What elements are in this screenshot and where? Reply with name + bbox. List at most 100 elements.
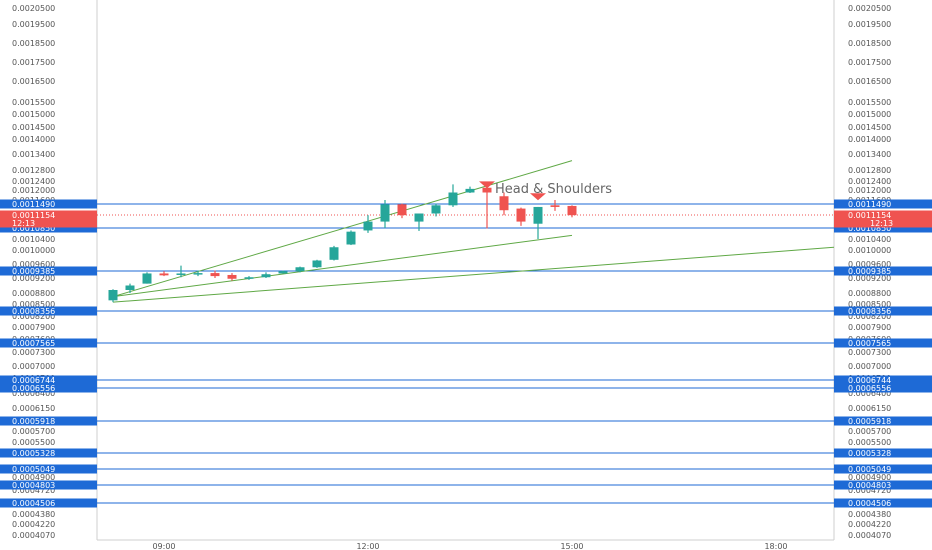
candle	[363, 215, 373, 233]
candle	[227, 273, 237, 281]
price-level-badge-left	[0, 448, 97, 458]
price-level-badge-right	[834, 498, 932, 508]
left-tick-label: 0.0014500	[12, 123, 55, 132]
candle-body	[431, 205, 441, 214]
price-level-badge-right	[834, 448, 932, 458]
candle-body	[397, 204, 407, 216]
candle	[108, 289, 118, 303]
price-level-badge-left	[0, 464, 97, 474]
price-level-label-right: 0.0006556	[848, 384, 891, 393]
left-tick-label: 0.0015500	[12, 98, 55, 107]
left-tick-label: 0.0004070	[12, 531, 55, 540]
price-level-badge-left	[0, 266, 97, 276]
candle	[159, 271, 169, 277]
right-tick-label: 0.0010000	[848, 246, 891, 255]
candle	[346, 230, 356, 246]
right-tick-label: 0.0006400	[848, 389, 891, 398]
candle	[380, 200, 390, 228]
right-tick-label: 0.0007300	[848, 348, 891, 357]
last-price-label-left: 0.0011154	[12, 211, 55, 220]
last-price-label-right: 0.0011154	[848, 211, 891, 220]
last-price-badge-left	[0, 210, 97, 228]
left-tick-label: 0.0010000	[12, 246, 55, 255]
price-level-badge-right	[834, 223, 932, 233]
candle-body	[550, 205, 560, 207]
candle-body	[312, 260, 322, 268]
candle-body	[227, 274, 237, 279]
left-tick-label: 0.0006400	[12, 389, 55, 398]
grid-layer	[96, 0, 835, 541]
right-tick-label: 0.0009200	[848, 274, 891, 283]
price-level-label-right: 0.0011490	[848, 200, 891, 209]
left-tick-label: 0.0009200	[12, 274, 55, 283]
price-level-label-left: 0.0004506	[12, 499, 55, 508]
candle-body	[142, 273, 152, 284]
head-and-shoulders-annotation: Head & Shoulders	[495, 182, 612, 197]
candle-body	[261, 274, 271, 278]
price-level-label-left: 0.0011490	[12, 200, 55, 209]
right-tick-label: 0.0005700	[848, 427, 891, 436]
right-tick-label: 0.0019500	[848, 20, 891, 29]
right-tick-label: 0.0013400	[848, 150, 891, 159]
candle-body	[533, 206, 543, 224]
trendline	[112, 160, 573, 298]
price-level-badge-right	[834, 375, 932, 385]
left-tick-label: 0.0004220	[12, 520, 55, 529]
candle-body	[108, 290, 118, 301]
right-tick-label: 0.0017500	[848, 58, 891, 67]
left-tick-label: 0.0014000	[12, 135, 55, 144]
right-tick-label: 0.0004070	[848, 531, 891, 540]
countdown-label-right: 12:13	[870, 219, 893, 228]
price-level-badge-right	[834, 306, 932, 316]
candle	[397, 203, 407, 219]
right-tick-label: 0.0008800	[848, 289, 891, 298]
price-level-badge-left	[0, 498, 97, 508]
time-tick-label: 12:00	[356, 542, 379, 550]
candle-body	[499, 196, 509, 211]
right-tick-label: 0.0008200	[848, 312, 891, 321]
right-tick-label: 0.0005500	[848, 438, 891, 447]
time-tick-label: 15:00	[560, 542, 583, 550]
left-tick-label: 0.0005700	[12, 427, 55, 436]
price-level-label-left: 0.0005328	[12, 449, 55, 458]
price-level-badge-left	[0, 306, 97, 316]
last-price-badge-right	[834, 210, 932, 228]
right-tick-label: 0.0004900	[848, 473, 891, 482]
time-axis: 09:00 12:00 15:00 18:00	[152, 542, 787, 550]
price-level-label-right: 0.0004506	[848, 499, 891, 508]
trendlines	[112, 160, 835, 303]
candle-body	[465, 188, 475, 193]
left-tick-label: 0.0017500	[12, 58, 55, 67]
left-tick-label: 0.0020500	[12, 4, 55, 13]
right-tick-label: 0.0020500	[848, 4, 891, 13]
pattern-markers	[479, 181, 546, 201]
candles	[108, 184, 577, 303]
candle	[295, 266, 305, 273]
price-level-badge-left	[0, 416, 97, 426]
candle-body	[210, 273, 220, 277]
candle	[448, 184, 458, 207]
price-level-label-right: 0.0005049	[848, 465, 891, 474]
price-level-label-left: 0.0008356	[12, 307, 55, 316]
time-tick-label: 09:00	[152, 542, 175, 550]
candle-body	[329, 247, 339, 260]
down-arrow-marker	[479, 181, 495, 189]
candle	[482, 186, 492, 229]
candle	[533, 206, 543, 239]
price-level-label-right: 0.0005918	[848, 417, 891, 426]
right-tick-label: 0.0009600	[848, 260, 891, 269]
candle-body	[448, 192, 458, 206]
candle-body	[414, 213, 424, 222]
price-level-label-right: 0.0010850	[848, 224, 891, 233]
candle	[414, 213, 424, 231]
price-level-badge-left	[0, 383, 97, 393]
left-tick-label: 0.0012400	[12, 177, 55, 186]
left-tick-label: 0.0012800	[12, 166, 55, 175]
left-tick-label: 0.0008500	[12, 300, 55, 309]
left-tick-label: 0.0007900	[12, 323, 55, 332]
candle	[210, 270, 220, 278]
left-tick-label: 0.0004720	[12, 486, 55, 495]
price-level-label-right: 0.0004803	[848, 481, 891, 490]
left-tick-label: 0.0005500	[12, 438, 55, 447]
